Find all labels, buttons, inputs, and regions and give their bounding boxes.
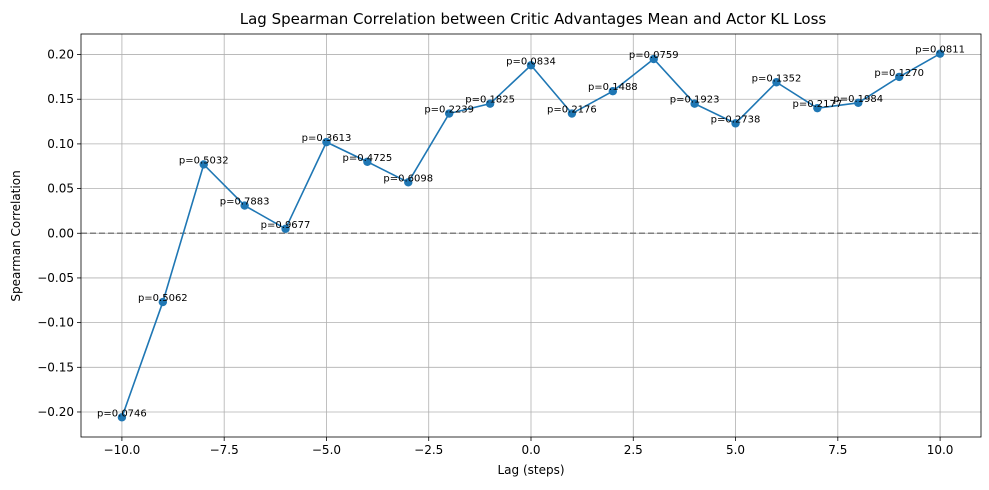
data-point — [731, 119, 740, 128]
p-value-label: p=0.0811 — [915, 45, 965, 56]
data-point — [894, 72, 904, 82]
data-point — [608, 86, 618, 96]
data-point — [772, 78, 781, 87]
p-value-label: p=0.5062 — [138, 293, 188, 304]
p-value-label: p=0.1984 — [833, 94, 883, 105]
axes: −10.0 −7.5 −5.0 −2.5 0.0 2.5 5.0 7.5 10.0 −0.20 −0… — [37, 33, 982, 457]
data-point — [813, 103, 822, 113]
p-value-label: p=0.2239 — [424, 105, 474, 116]
p-value-label: p=0.9677 — [261, 220, 311, 231]
x-tick-label: −10.0 — [104, 443, 141, 457]
chart-title: Lag Spearman Correlation between Critic … — [240, 10, 827, 28]
x-tick-label: −5.0 — [312, 443, 341, 457]
p-value-label: p=0.2177 — [793, 99, 843, 110]
x-tick-label: −7.5 — [210, 443, 239, 457]
data-point — [567, 109, 577, 118]
data-point — [649, 54, 658, 64]
p-value-label: p=0.5032 — [179, 155, 229, 166]
p-value-label: p=0.1825 — [465, 95, 515, 106]
data-point — [322, 137, 331, 147]
p-value-label: p=0.3613 — [302, 133, 352, 144]
p-value-label: p=0.2738 — [711, 114, 761, 125]
plot-frame — [80, 33, 982, 438]
y-tick-label: 0.20 — [47, 48, 74, 62]
p-value-label: p=0.1488 — [588, 82, 638, 93]
data-point — [444, 109, 454, 118]
data-point — [199, 160, 208, 169]
data-point — [854, 98, 863, 108]
p-value-label: p=0.6098 — [383, 173, 433, 184]
data-point — [281, 224, 290, 233]
x-tick-label: 5.0 — [726, 443, 745, 457]
x-axis-label: Lag (steps) — [497, 463, 564, 477]
p-value-label: p=0.2176 — [547, 105, 597, 116]
p-value-label: p=0.7883 — [220, 197, 270, 208]
p-value-label: p=0.0746 — [97, 408, 147, 419]
data-point — [363, 157, 372, 166]
p-value-label: p=0.0834 — [506, 56, 556, 67]
data-point — [935, 49, 945, 58]
p-value-label: p=0.0759 — [629, 50, 679, 61]
y-tick-label: −0.15 — [37, 360, 74, 374]
data-point — [404, 178, 413, 187]
p-value-label: p=0.1270 — [874, 68, 924, 79]
y-axis-label: Spearman Correlation — [9, 170, 23, 301]
p-value-label: p=0.1352 — [752, 73, 802, 84]
data-point — [240, 201, 249, 210]
y-tick-label: −0.20 — [37, 405, 74, 419]
y-tick-label: −0.10 — [37, 316, 74, 330]
x-tick-label: 0.0 — [521, 443, 540, 457]
y-tick-label: 0.00 — [47, 226, 74, 240]
correlation-series: p=0.0746 p=0.5062 p=0.5032 p=0.7883 p=0.9677… — [97, 45, 965, 422]
data-point — [485, 99, 495, 108]
x-tick-label: 2.5 — [624, 443, 643, 457]
data-point — [117, 413, 127, 422]
p-value-label: p=0.1923 — [670, 95, 720, 106]
y-tick-label: 0.05 — [47, 182, 74, 196]
x-tick-label: 7.5 — [828, 443, 847, 457]
p-value-label: p=0.4725 — [343, 153, 393, 164]
x-tick-label: −2.5 — [414, 443, 443, 457]
y-tick-label: 0.10 — [47, 137, 74, 151]
data-point — [526, 61, 536, 70]
data-point — [158, 297, 168, 307]
data-point — [690, 99, 699, 108]
x-tick-label: 10.0 — [927, 443, 954, 457]
y-tick-label: −0.05 — [37, 271, 74, 285]
y-tick-label: 0.15 — [47, 92, 74, 106]
